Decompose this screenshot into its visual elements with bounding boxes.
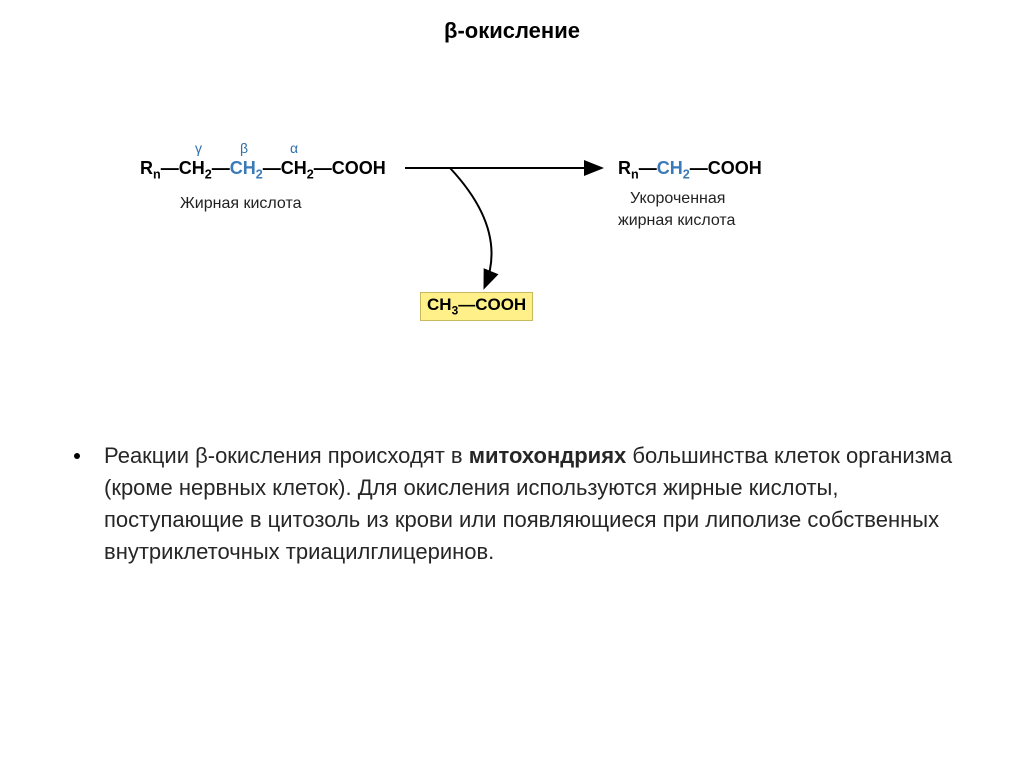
reaction-diagram: γ β α Rn—CH2—CH2—CH2—COOH Жирная кислота… (140, 140, 880, 350)
shortened-label-2: жирная кислота (618, 212, 735, 230)
acetic-acid-box: CH3—COOH (420, 292, 533, 321)
bullet-text: Реакции β-окисления происходят в митохон… (104, 440, 960, 568)
page-title: β-окисление (0, 18, 1024, 44)
bullet-dot-icon (74, 453, 80, 459)
shortened-label-1: Укороченная (630, 190, 725, 208)
description-bullet: Реакции β-окисления происходят в митохон… (70, 440, 960, 568)
shortened-fatty-acid-formula: Rn—CH2—COOH (618, 158, 762, 182)
